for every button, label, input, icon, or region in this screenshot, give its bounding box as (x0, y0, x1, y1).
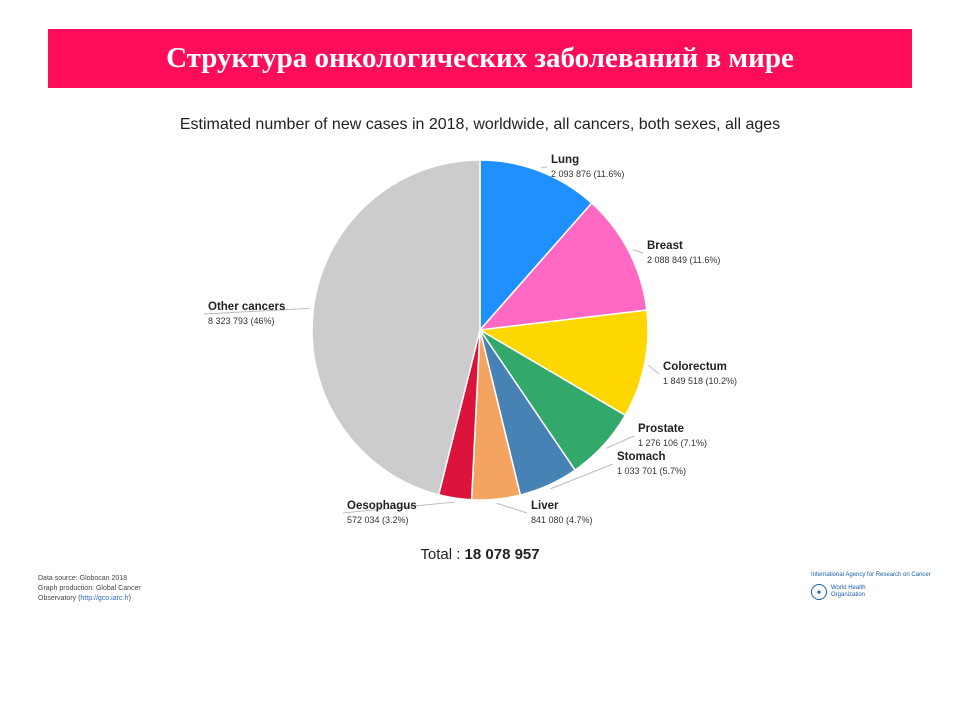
source-line-2: Graph production: Global Cancer (38, 585, 141, 592)
slice-value-liver: 841 080 (4.7%) (531, 515, 593, 525)
logos: International Agency for Research on Can… (811, 572, 931, 600)
chart-total: Total : 18 078 957 (0, 546, 960, 563)
leader-line-liver (496, 502, 528, 514)
slice-name-breast: Breast (647, 240, 683, 252)
leader-line-colorectum (648, 364, 660, 375)
source-line-1: Data source: Globocan 2018 (38, 575, 128, 582)
slice-value-stomach: 1 033 701 (5.7%) (617, 466, 686, 476)
slice-name-stomach: Stomach (617, 451, 666, 463)
pie-slice-breast (478, 201, 648, 331)
slice-value-colorectum: 1 849 518 (10.2%) (663, 376, 737, 386)
chart-title: Estimated number of new cases in 2018, w… (179, 116, 781, 133)
source-link[interactable]: http://gco.iarc.fr (80, 595, 129, 602)
leader-line-oesophagus (342, 501, 455, 514)
slice-name-prostate: Prostate (638, 423, 684, 435)
pie-slice-lung (479, 159, 593, 332)
slice-name-liver: Liver (531, 500, 559, 512)
pie-slice-other-cancers (311, 159, 481, 496)
who-emblem-icon: ✦ (811, 584, 827, 600)
slice-name-lung: Lung (551, 154, 579, 166)
slide-title-banner: Структура онкологических заболеваний в м… (48, 29, 912, 88)
slice-value-lung: 2 093 876 (11.6%) (551, 169, 624, 179)
data-source-note: Data source: Globocan 2018 Graph product… (38, 574, 141, 604)
slice-name-other-cancers: Other cancers (208, 301, 285, 313)
slice-value-breast: 2 088 849 (11.6%) (647, 255, 720, 265)
iarc-logo-text: International Agency for Research on Can… (811, 572, 931, 578)
slice-value-oesophagus: 572 034 (3.2%) (347, 515, 409, 525)
who-logo: ✦ World Health Organization (811, 584, 926, 600)
slice-value-other-cancers: 8 323 793 (46%) (208, 316, 275, 326)
pie-chart: Lung 2 093 876 (11.6%) Breast 2 088 849 (11… (203, 154, 737, 525)
total-value: 18 078 957 (464, 546, 540, 563)
slice-name-oesophagus: Oesophagus (347, 500, 417, 512)
leader-line-other-cancers (203, 307, 310, 315)
who-logo-text: World Health Organization (831, 585, 866, 598)
leader-line-stomach (550, 463, 614, 490)
slide-title: Структура онкологических заболеваний в м… (166, 42, 794, 74)
leader-line-prostate (605, 435, 635, 449)
leader-line-breast (632, 249, 644, 254)
source-line-3: Observatory (http://gco.iarc.fr) (38, 595, 131, 602)
slice-value-prostate: 1 276 106 (7.1%) (638, 438, 707, 448)
total-label: Total : (420, 546, 465, 563)
slice-name-colorectum: Colorectum (663, 361, 727, 373)
pie-slice-colorectum (477, 309, 649, 417)
